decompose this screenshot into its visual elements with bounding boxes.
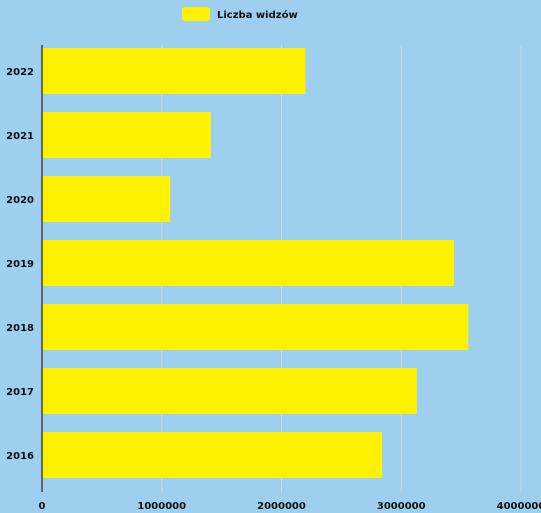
axes: 0 1000000 2000000 3000000 4000000 2022 2021 202… — [6, 45, 541, 512]
bar — [42, 112, 211, 158]
bar — [42, 432, 383, 478]
y-tick-label: 2016 — [6, 451, 34, 462]
bar — [42, 240, 454, 286]
legend: Liczba widzów — [182, 7, 298, 21]
bars — [42, 48, 469, 478]
y-tick-label: 2017 — [6, 387, 34, 398]
bar — [42, 304, 469, 350]
legend-swatch — [182, 7, 210, 21]
x-tick-label: 2000000 — [257, 501, 306, 512]
y-tick-label: 2020 — [6, 195, 34, 206]
x-tick-label: 1000000 — [137, 501, 186, 512]
y-tick-label: 2021 — [6, 131, 34, 142]
x-tick-label: 4000000 — [497, 501, 541, 512]
x-tick-label: 0 — [39, 501, 46, 512]
legend-label: Liczba widzów — [217, 9, 298, 21]
bar — [42, 368, 417, 414]
x-tick-label: 3000000 — [377, 501, 426, 512]
bar — [42, 48, 306, 94]
y-tick-label: 2019 — [6, 259, 34, 270]
bar — [42, 176, 171, 222]
y-tick-label: 2018 — [6, 323, 34, 334]
y-tick-label: 2022 — [6, 67, 34, 78]
